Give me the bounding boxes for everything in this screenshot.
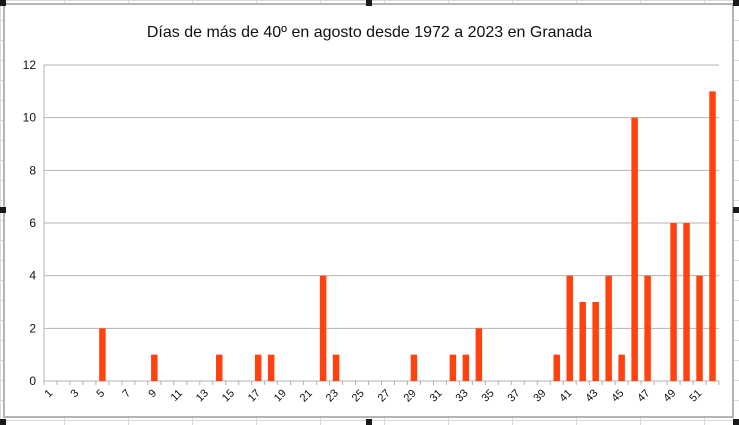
bar-41 — [566, 275, 573, 381]
bar-23 — [332, 354, 340, 381]
bar-50 — [683, 223, 690, 381]
x-tick-label: 7 — [120, 387, 133, 400]
bar-5 — [99, 328, 106, 381]
x-tick-label: 39 — [531, 387, 548, 404]
bar-32 — [449, 354, 457, 381]
x-tick-label: 47 — [635, 387, 652, 404]
bar-22 — [319, 275, 327, 381]
x-tick-label: 37 — [505, 387, 522, 404]
y-tick-label: 6 — [29, 216, 36, 230]
x-tick-label: 35 — [480, 387, 497, 404]
bar-45 — [618, 354, 625, 381]
bar-47 — [644, 275, 651, 381]
bar-29 — [410, 354, 418, 381]
resize-handle-bottom-right[interactable] — [733, 419, 739, 425]
x-tick-label: 13 — [194, 387, 211, 404]
y-tick-label: 12 — [23, 58, 37, 72]
x-tick-label: 45 — [609, 387, 626, 404]
resize-handle-top-center[interactable] — [366, 0, 372, 6]
x-tick-label: 33 — [454, 387, 471, 404]
bar-46 — [631, 117, 638, 382]
resize-handle-top-right[interactable] — [733, 0, 739, 6]
x-tick-label: 49 — [661, 387, 678, 404]
bar-34 — [475, 328, 483, 381]
x-tick-label: 15 — [220, 387, 237, 404]
resize-handle-bottom-left[interactable] — [0, 419, 6, 425]
x-tick-label: 31 — [428, 387, 445, 404]
x-tick-label: 43 — [583, 387, 600, 404]
resize-handle-bottom-center[interactable] — [366, 419, 372, 425]
bar-44 — [605, 275, 612, 381]
chart-title: Días de más de 40º en agosto desde 1972 … — [146, 24, 593, 41]
bar-49 — [670, 223, 677, 381]
bar-18 — [267, 354, 275, 381]
bar-14 — [215, 354, 223, 381]
x-tick-label: 5 — [94, 387, 107, 400]
bar-52 — [709, 91, 716, 381]
resize-handle-middle-left[interactable] — [0, 207, 6, 213]
bar-42 — [579, 302, 586, 381]
y-tick-label: 4 — [29, 269, 36, 283]
chart-object[interactable] — [3, 3, 734, 418]
x-tick-label: 41 — [557, 387, 574, 404]
resize-handle-middle-right[interactable] — [733, 207, 739, 213]
y-tick-label: 10 — [23, 111, 37, 125]
x-tick-label: 9 — [146, 387, 159, 400]
resize-handle-top-left[interactable] — [0, 0, 6, 6]
y-tick-label: 0 — [29, 374, 36, 388]
x-tick-label: 21 — [298, 387, 315, 404]
bar-9 — [151, 354, 158, 381]
bar-33 — [462, 354, 470, 381]
bar-51 — [696, 275, 703, 381]
y-tick-label: 2 — [29, 321, 36, 335]
x-tick-label: 19 — [272, 387, 289, 404]
x-tick-label: 11 — [169, 387, 186, 404]
y-tick-label: 8 — [29, 163, 36, 177]
x-tick-label: 1 — [43, 387, 56, 400]
x-tick-label: 29 — [402, 387, 419, 404]
x-tick-label: 25 — [350, 387, 367, 404]
x-tick-label: 27 — [376, 387, 393, 404]
x-tick-label: 3 — [68, 387, 81, 400]
bar-43 — [592, 302, 599, 381]
bar-40 — [553, 354, 560, 381]
x-tick-label: 51 — [687, 387, 704, 404]
x-tick-label: 23 — [324, 387, 341, 404]
x-tick-label: 17 — [246, 387, 263, 404]
bar-17 — [254, 354, 262, 381]
